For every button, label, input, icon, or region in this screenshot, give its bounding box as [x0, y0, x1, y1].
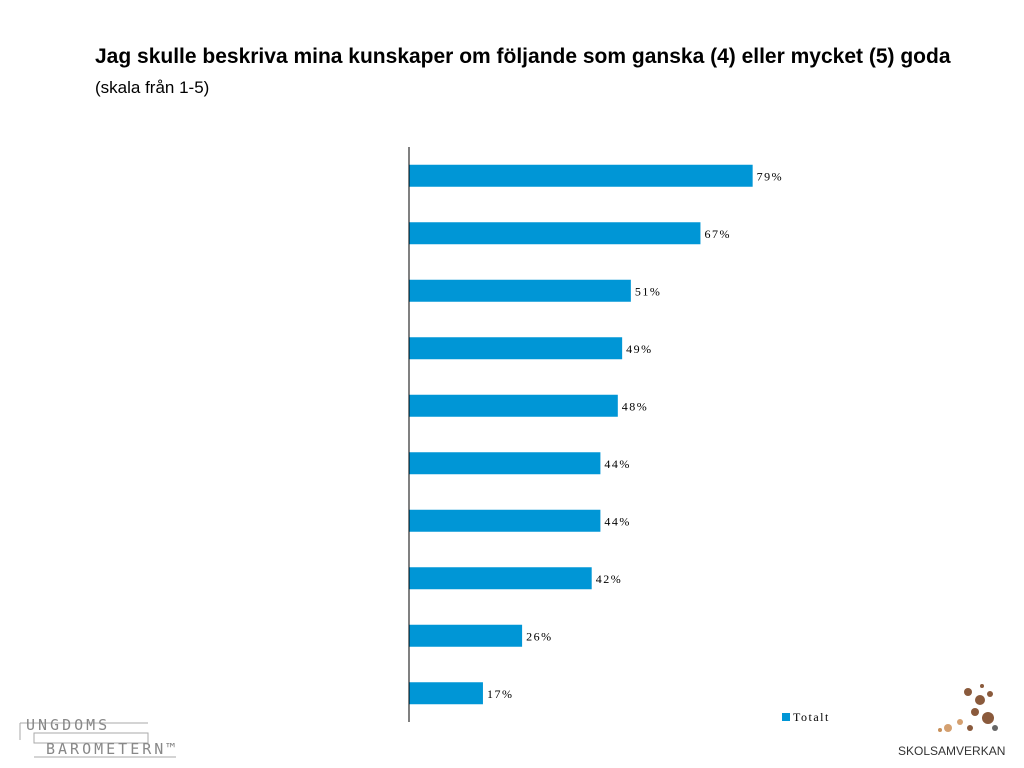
bar: [409, 452, 601, 475]
value-label: 48%: [622, 400, 649, 414]
bar: [409, 509, 601, 532]
value-label: 26%: [526, 630, 553, 644]
logo-right: SKOLSAMVERKAN: [898, 744, 1005, 758]
value-label: 51%: [635, 285, 662, 299]
bar: [409, 567, 592, 590]
chart-subtitle: (skala från 1-5): [95, 78, 210, 97]
value-label: 49%: [626, 342, 653, 356]
logo-left-frame: [19, 722, 176, 758]
value-label: 44%: [604, 515, 631, 529]
value-label: 17%: [487, 687, 514, 701]
bar: [409, 624, 523, 647]
value-label: 44%: [604, 457, 631, 471]
bar: [409, 682, 483, 705]
legend-label: Totalt: [793, 710, 830, 724]
logo-left-1: UNGDOMS: [26, 716, 110, 734]
bar: [409, 394, 618, 417]
bar: [409, 164, 753, 187]
chart-title-block: Jag skulle beskriva mina kunskaper om fö…: [95, 42, 965, 103]
logo-left-2: BAROMETERN™: [46, 740, 178, 758]
bar: [409, 337, 623, 360]
legend-swatch: [782, 713, 790, 721]
value-label: 42%: [596, 572, 623, 586]
bar: [409, 279, 631, 302]
chart-title: Jag skulle beskriva mina kunskaper om fö…: [95, 45, 951, 68]
value-label: 67%: [704, 227, 731, 241]
logo-right-mark: [938, 684, 998, 732]
value-label: 79%: [757, 170, 784, 184]
bar: [409, 222, 701, 245]
